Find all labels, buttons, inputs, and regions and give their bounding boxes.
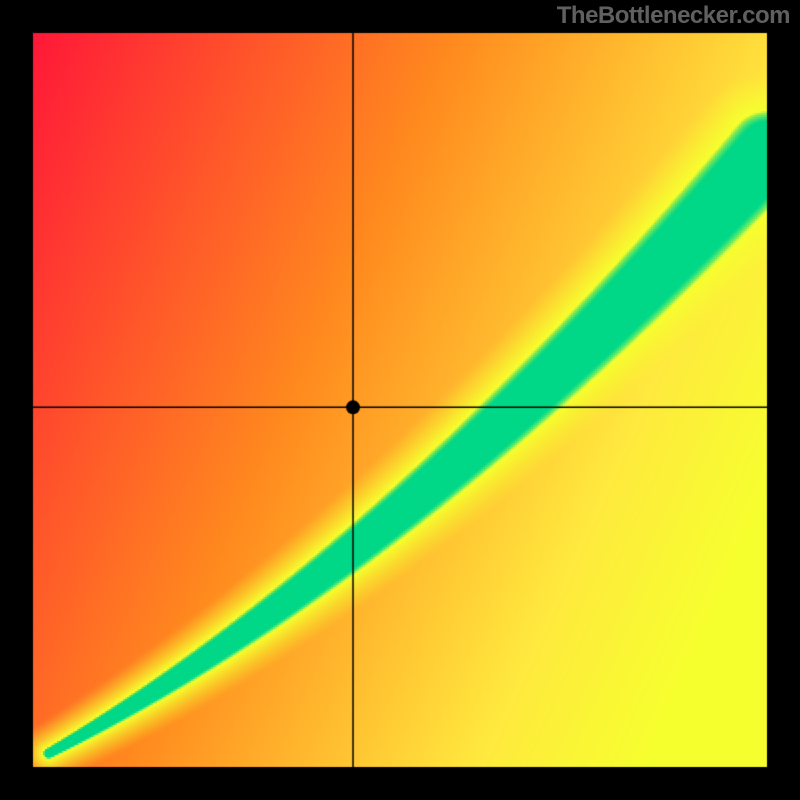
- bottleneck-heatmap: [0, 0, 800, 800]
- chart-container: TheBottlenecker.com: [0, 0, 800, 800]
- watermark-text: TheBottlenecker.com: [557, 2, 790, 30]
